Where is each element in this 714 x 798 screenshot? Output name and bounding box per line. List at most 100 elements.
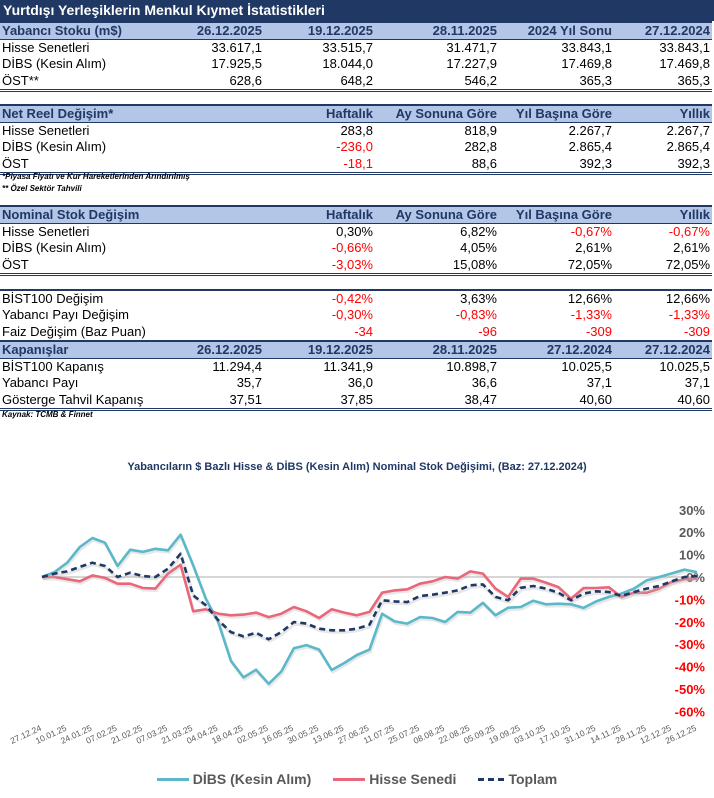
cell-value: -309 xyxy=(614,323,712,343)
legend-swatch xyxy=(156,777,189,781)
column-header: Yıl Başına Göre xyxy=(499,205,614,224)
series-shadow xyxy=(42,552,699,644)
cell-value: 33.617,1 xyxy=(211,40,262,55)
cell-value: 10.898,7 xyxy=(446,359,497,374)
cell-value: -18,1 xyxy=(264,155,375,175)
row-label: Hisse Senetleri xyxy=(2,40,90,55)
row-label: DİBS (Kesin Alım) xyxy=(2,56,107,72)
y-tick-label: 30% xyxy=(679,503,705,518)
table-header-row: Nominal Stok Değişim Haftalık Ay Sonuna Gö… xyxy=(0,205,712,224)
cell-value: 35,7 xyxy=(236,375,262,391)
row-label: ÖST xyxy=(0,155,264,175)
column-header: 27.12.2024 xyxy=(499,340,614,359)
table-row: Hisse Senetleri 33.617,1 33.515,7 31.471,7 3… xyxy=(0,40,712,57)
legend-item-dibs: DİBS (Kesin Alım) xyxy=(156,771,312,787)
market-change-table: BİST100 Değişim -0,42% 3,63% 12,66% 12,66% Ya… xyxy=(0,289,712,343)
column-header: 19.12.2025 xyxy=(264,21,375,40)
y-tick-label: -20% xyxy=(675,615,706,630)
cell-value: -1,33% xyxy=(668,307,710,323)
cell-value: 33.515,7 xyxy=(322,40,373,55)
column-header: 27.12.2024 xyxy=(614,340,712,359)
row-label: Yabancı Payı xyxy=(2,375,79,391)
table-row: BİST100 Kapanış 11.294,4 11.341,9 10.898,7 1… xyxy=(0,359,712,376)
column-header: 28.11.2025 xyxy=(375,340,499,359)
y-tick-label: -10% xyxy=(675,592,706,607)
cell-value: 11.294,4 xyxy=(212,359,262,374)
legend-label: DİBS (Kesin Alım) xyxy=(192,771,312,787)
column-header: Yıl Başına Göre xyxy=(499,104,614,123)
cell-value: 2.865,4 xyxy=(568,139,612,155)
table-header-row: Yabancı Stoku (m$) 26.12.2025 19.12.2025 28… xyxy=(0,21,712,40)
column-header: Ay Sonuna Göre xyxy=(375,205,499,224)
cell-value: -34 xyxy=(264,323,375,343)
cell-value: 33.843,1 xyxy=(561,40,612,55)
cell-value: 88,6 xyxy=(375,155,499,175)
series-shadow xyxy=(43,564,699,622)
cell-value: 12,66% xyxy=(614,289,712,307)
footnote-2: ** Özel Sektör Tahvili xyxy=(2,184,82,193)
table-row: Yabancı Payı Değişim -0,30% -0,83% -1,33% -1… xyxy=(0,307,712,324)
table-row: Faiz Değişim (Baz Puan) -34 -96 -309 -309 xyxy=(0,323,712,343)
cell-value: 10.025,5 xyxy=(659,359,710,374)
column-header: Haftalık xyxy=(264,205,375,224)
row-label: Faiz Değişim (Baz Puan) xyxy=(0,323,264,343)
foreign-stock-table: Yabancı Stoku (m$) 26.12.2025 19.12.2025 28… xyxy=(0,21,712,92)
table-row: Yabancı Payı 35,7 36,0 36,6 37,1 37,1 xyxy=(0,375,712,392)
table-header-row: Kapanışlar 26.12.2025 19.12.2025 28.11.2025… xyxy=(0,340,712,359)
cell-value: -96 xyxy=(375,323,499,343)
source-note: Kaynak: TCMB & Finnet xyxy=(2,410,93,419)
cell-value: 4,05% xyxy=(460,240,497,256)
series-line-0 xyxy=(41,533,698,686)
table-row: DİBS (Kesin Alım) -236,0 282,8 2.865,4 2.865… xyxy=(0,139,712,156)
cell-value: 628,6 xyxy=(175,72,264,92)
cell-value: 365,3 xyxy=(614,72,712,92)
cell-value: 3,63% xyxy=(375,289,499,307)
table-header-row: Net Reel Değişim* Haftalık Ay Sonuna Göre Y… xyxy=(0,104,712,123)
cell-value: 17.925,5 xyxy=(211,56,262,72)
row-label: DİBS (Kesin Alım) xyxy=(2,240,107,256)
cell-value: 365,3 xyxy=(499,72,614,92)
column-header: 19.12.2025 xyxy=(264,340,375,359)
net-real-change-table: Net Reel Değişim* Haftalık Ay Sonuna Göre Y… xyxy=(0,104,712,175)
chart-title: Yabancıların $ Bazlı Hisse & DİBS (Kesin… xyxy=(127,461,587,473)
row-label: Hisse Senetleri xyxy=(2,224,90,239)
cell-value: 15,08% xyxy=(375,256,499,276)
cell-value: 392,3 xyxy=(614,155,712,175)
column-header: Yabancı Stoku (m$) xyxy=(0,21,175,40)
cell-value: 283,8 xyxy=(340,123,373,138)
cell-value: 2.267,7 xyxy=(666,123,710,138)
cell-value: 36,0 xyxy=(347,375,373,391)
cell-value: 2.865,4 xyxy=(666,139,710,155)
row-label: DİBS (Kesin Alım) xyxy=(2,139,107,155)
row-label: ÖST** xyxy=(0,72,175,92)
cell-value: 2,61% xyxy=(575,240,612,256)
row-label: Yabancı Payı Değişim xyxy=(2,307,129,323)
y-tick-label: -50% xyxy=(675,682,706,697)
cell-value: 282,8 xyxy=(464,139,497,155)
cell-value: -3,03% xyxy=(264,256,375,276)
cell-value: 17.227,9 xyxy=(446,56,497,72)
cell-value: -1,33% xyxy=(570,307,612,323)
cell-value: -0,42% xyxy=(264,289,375,307)
table-row: BİST100 Değişim -0,42% 3,63% 12,66% 12,66% xyxy=(0,289,712,307)
y-tick-label: 10% xyxy=(679,548,705,563)
line-chart: 30%20%10%0%-10%-20%-30%-40%-50%-60%27.12… xyxy=(9,503,706,746)
legend-label: Hisse Senedi xyxy=(369,771,457,787)
cell-value: 17.469,8 xyxy=(561,56,612,72)
table-row: ÖST -18,1 88,6 392,3 392,3 xyxy=(0,155,712,175)
cell-value: 37,1 xyxy=(684,375,710,391)
cell-value: 37,1 xyxy=(586,375,612,391)
cell-value: 12,66% xyxy=(499,289,614,307)
y-tick-label: -60% xyxy=(675,704,706,719)
table-row: DİBS (Kesin Alım) 17.925,5 18.044,0 17.227,… xyxy=(0,56,712,73)
row-label: ÖST xyxy=(0,256,264,276)
legend-item-hisse: Hisse Senedi xyxy=(333,771,456,787)
row-label: Gösterge Tahvil Kapanış xyxy=(0,391,175,411)
closings-table: Kapanışlar 26.12.2025 19.12.2025 28.11.2025… xyxy=(0,340,712,411)
chart-legend: DİBS (Kesin Alım) Hisse Senedi Toplam xyxy=(0,771,714,787)
cell-value: 40,60 xyxy=(614,391,712,411)
footnote-1: *Piyasa Fiyatı ve Kur Hareketlerinden Ar… xyxy=(2,172,190,181)
nominal-stock-change-table: Nominal Stok Değişim Haftalık Ay Sonuna Gö… xyxy=(0,205,712,276)
column-header: Yıllık xyxy=(614,205,712,224)
cell-value: -0,66% xyxy=(331,240,373,256)
